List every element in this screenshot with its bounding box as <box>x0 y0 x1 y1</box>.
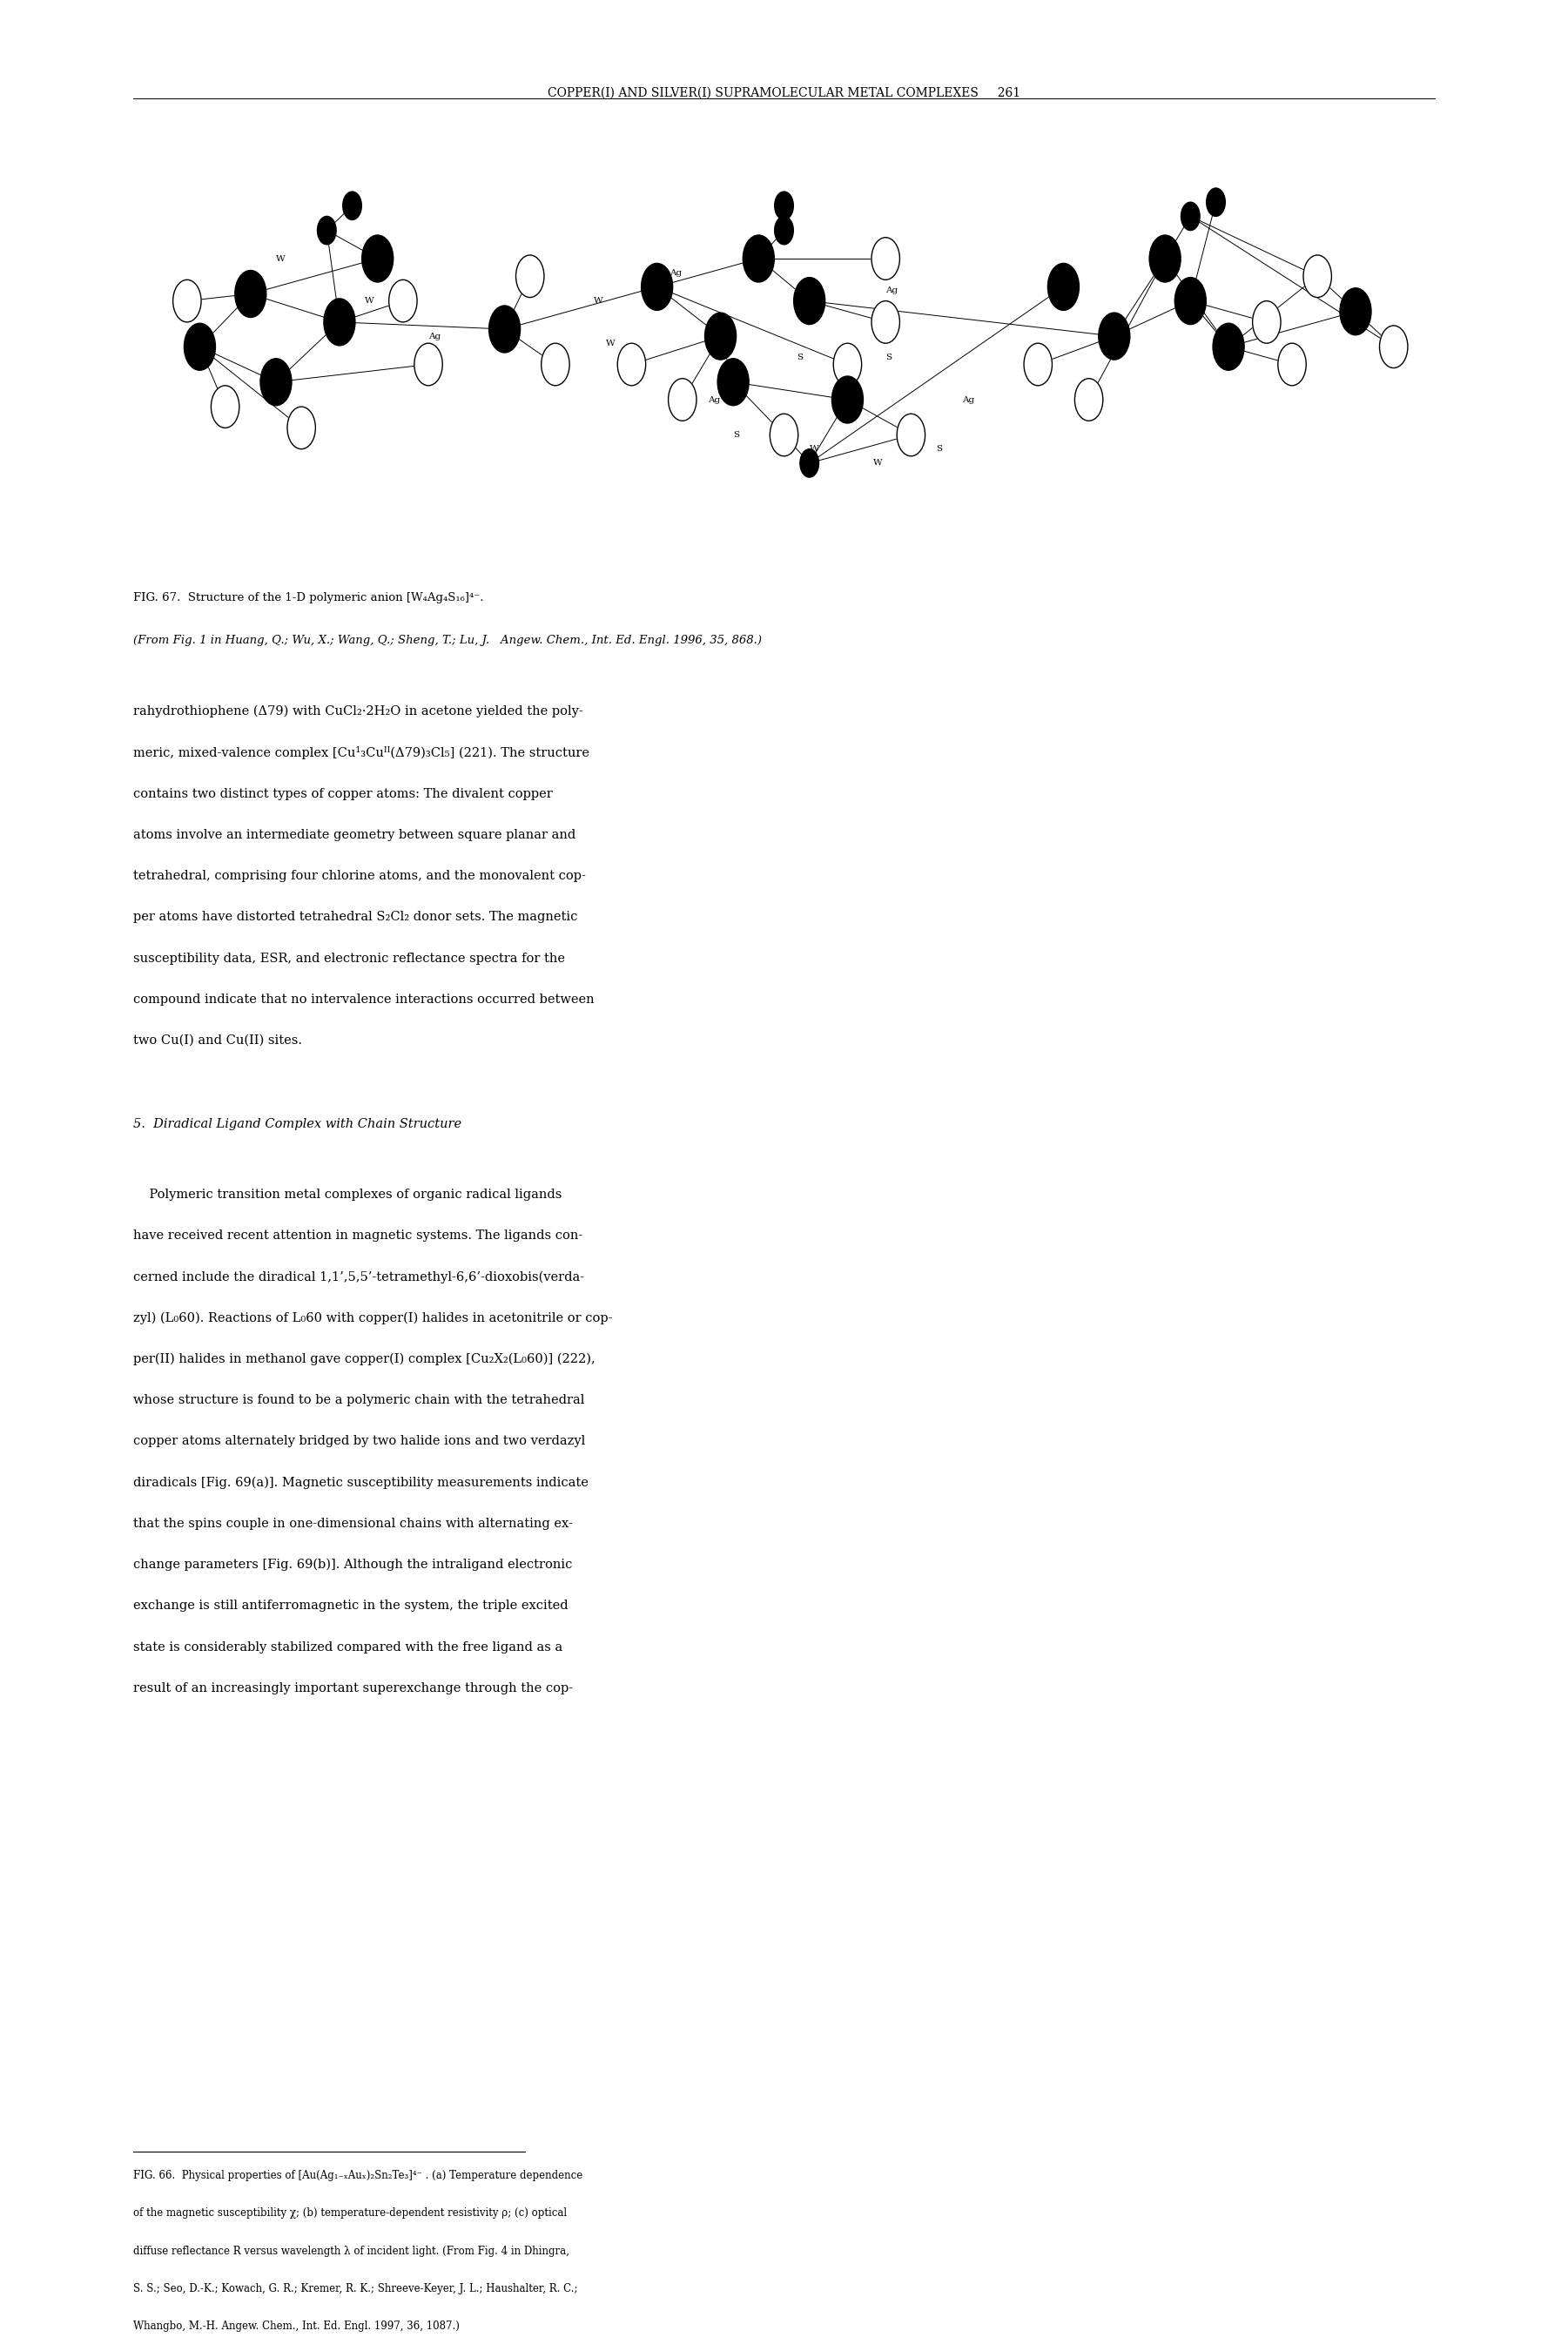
Circle shape <box>541 343 569 386</box>
Text: copper atoms alternately bridged by two halide ions and two verdazyl: copper atoms alternately bridged by two … <box>133 1434 585 1448</box>
Circle shape <box>770 414 798 456</box>
Text: W: W <box>809 444 818 454</box>
Circle shape <box>183 324 215 371</box>
Circle shape <box>1024 343 1052 386</box>
Text: of the magnetic susceptibility χ; (b) temperature-dependent resistivity ρ; (c) o: of the magnetic susceptibility χ; (b) te… <box>133 2208 568 2219</box>
Circle shape <box>872 237 900 280</box>
Text: Polymeric transition metal complexes of organic radical ligands: Polymeric transition metal complexes of … <box>133 1190 561 1201</box>
Text: W: W <box>607 339 615 348</box>
Text: Ag: Ag <box>961 395 974 404</box>
Circle shape <box>800 449 818 477</box>
Circle shape <box>833 376 862 423</box>
Text: result of an increasingly important superexchange through the cop-: result of an increasingly important supe… <box>133 1683 572 1695</box>
Text: atoms involve an intermediate geometry between square planar and: atoms involve an intermediate geometry b… <box>133 830 575 842</box>
Text: FIG. 67.  Structure of the 1-D polymeric anion [W₄Ag₄S₁₆]⁴⁻.: FIG. 67. Structure of the 1-D polymeric … <box>133 592 483 604</box>
Circle shape <box>775 216 793 245</box>
Text: meric, mixed-valence complex [Cu¹₃Cuᴵᴵ(Δ79)₃Cl₅] (221). The structure: meric, mixed-valence complex [Cu¹₃Cuᴵᴵ(Δ… <box>133 748 590 759</box>
Text: (From Fig. 1 in Huang, Q.; Wu, X.; Wang, Q.; Sheng, T.; Lu, J.   Angew. Chem., I: (From Fig. 1 in Huang, Q.; Wu, X.; Wang,… <box>133 635 762 647</box>
Text: Ag: Ag <box>670 268 682 277</box>
Bar <box>149 188 1419 541</box>
Circle shape <box>1074 379 1102 421</box>
Text: per(II) halides in methanol gave copper(I) complex [Cu₂X₂(L₀60)] (222),: per(II) halides in methanol gave copper(… <box>133 1354 596 1366</box>
Circle shape <box>834 343 862 386</box>
Circle shape <box>1303 254 1331 299</box>
Circle shape <box>1380 324 1408 369</box>
Text: tetrahedral, comprising four chlorine atoms, and the monovalent cop-: tetrahedral, comprising four chlorine at… <box>133 870 586 882</box>
Circle shape <box>389 280 417 322</box>
Text: two Cu(I) and Cu(II) sites.: two Cu(I) and Cu(II) sites. <box>133 1034 303 1046</box>
Text: contains two distinct types of copper atoms: The divalent copper: contains two distinct types of copper at… <box>133 788 552 799</box>
Text: have received recent attention in magnetic systems. The ligands con-: have received recent attention in magnet… <box>133 1230 583 1241</box>
Text: Ag: Ag <box>886 287 898 294</box>
Text: compound indicate that no intervalence interactions occurred between: compound indicate that no intervalence i… <box>133 994 594 1006</box>
Text: COPPER(I) AND SILVER(I) SUPRAMOLECULAR METAL COMPLEXES     261: COPPER(I) AND SILVER(I) SUPRAMOLECULAR M… <box>547 87 1021 99</box>
Circle shape <box>872 301 900 343</box>
Text: that the spins couple in one-dimensional chains with alternating ex-: that the spins couple in one-dimensional… <box>133 1519 572 1531</box>
Circle shape <box>775 193 793 221</box>
Text: rahydrothiophene (Δ79) with CuCl₂·2H₂O in acetone yielded the poly-: rahydrothiophene (Δ79) with CuCl₂·2H₂O i… <box>133 705 583 717</box>
Circle shape <box>362 235 394 282</box>
Text: whose structure is found to be a polymeric chain with the tetrahedral: whose structure is found to be a polymer… <box>133 1394 585 1406</box>
Circle shape <box>1181 202 1200 230</box>
Circle shape <box>897 414 925 456</box>
Text: diffuse reflectance R versus wavelength λ of incident light. (From Fig. 4 in Dhi: diffuse reflectance R versus wavelength … <box>133 2245 569 2257</box>
Text: W: W <box>365 296 375 306</box>
Text: per atoms have distorted tetrahedral S₂Cl₂ donor sets. The magnetic: per atoms have distorted tetrahedral S₂C… <box>133 912 577 924</box>
Text: W: W <box>873 458 883 468</box>
Text: susceptibility data, ESR, and electronic reflectance spectra for the: susceptibility data, ESR, and electronic… <box>133 952 564 964</box>
Circle shape <box>1047 263 1079 310</box>
Circle shape <box>260 360 292 404</box>
Text: 5.  Diradical Ligand Complex with Chain Structure: 5. Diradical Ligand Complex with Chain S… <box>133 1119 461 1131</box>
Circle shape <box>323 299 354 346</box>
Text: W: W <box>593 296 602 306</box>
FancyBboxPatch shape <box>165 141 1403 564</box>
Text: Whangbo, M.-H. Angew. Chem., Int. Ed. Engl. 1997, 36, 1087.): Whangbo, M.-H. Angew. Chem., Int. Ed. En… <box>133 2320 459 2332</box>
Text: zyl) (L₀60). Reactions of L₀60 with copper(I) halides in acetonitrile or cop-: zyl) (L₀60). Reactions of L₀60 with copp… <box>133 1312 613 1324</box>
Circle shape <box>1339 289 1370 336</box>
Text: S: S <box>936 444 942 454</box>
Circle shape <box>1099 313 1131 360</box>
Text: S: S <box>886 353 892 362</box>
Text: Ag: Ag <box>428 331 441 341</box>
Circle shape <box>172 280 201 322</box>
Circle shape <box>1174 277 1206 324</box>
Circle shape <box>1149 235 1181 282</box>
Text: FIG. 66.  Physical properties of [Au(Ag₁₋ₓAuₓ)₂Sn₂Te₃]⁴⁻ . (a) Temperature depen: FIG. 66. Physical properties of [Au(Ag₁₋… <box>133 2170 583 2182</box>
Text: diradicals [Fig. 69(a)]. Magnetic susceptibility measurements indicate: diradicals [Fig. 69(a)]. Magnetic suscep… <box>133 1476 588 1488</box>
Circle shape <box>343 193 362 221</box>
Circle shape <box>212 386 240 428</box>
Circle shape <box>1206 188 1225 216</box>
Circle shape <box>489 306 521 353</box>
Circle shape <box>235 270 267 317</box>
Text: S: S <box>734 430 740 440</box>
Circle shape <box>743 235 775 282</box>
Circle shape <box>287 407 315 449</box>
Circle shape <box>793 277 825 324</box>
Circle shape <box>641 263 673 310</box>
Text: Ag: Ag <box>707 395 720 404</box>
Circle shape <box>618 343 646 386</box>
Text: S. S.; Seo, D.-K.; Kowach, G. R.; Kremer, R. K.; Shreeve-Keyer, J. L.; Haushalte: S. S.; Seo, D.-K.; Kowach, G. R.; Kremer… <box>133 2283 577 2295</box>
Circle shape <box>414 343 442 386</box>
Circle shape <box>668 379 696 421</box>
Circle shape <box>718 360 750 404</box>
Circle shape <box>1278 343 1306 386</box>
Circle shape <box>1253 301 1281 343</box>
Text: change parameters [Fig. 69(b)]. Although the intraligand electronic: change parameters [Fig. 69(b)]. Although… <box>133 1559 572 1570</box>
Text: S: S <box>797 353 803 362</box>
Circle shape <box>706 313 737 360</box>
Text: cerned include the diradical 1,1’,5,5’-tetramethyl-6,6’-dioxobis(verda-: cerned include the diradical 1,1’,5,5’-t… <box>133 1272 585 1284</box>
Text: W: W <box>276 254 285 263</box>
Circle shape <box>516 254 544 299</box>
Text: exchange is still antiferromagnetic in the system, the triple excited: exchange is still antiferromagnetic in t… <box>133 1601 568 1613</box>
Circle shape <box>317 216 336 245</box>
Text: state is considerably stabilized compared with the free ligand as a: state is considerably stabilized compare… <box>133 1641 563 1653</box>
Circle shape <box>1212 324 1243 371</box>
